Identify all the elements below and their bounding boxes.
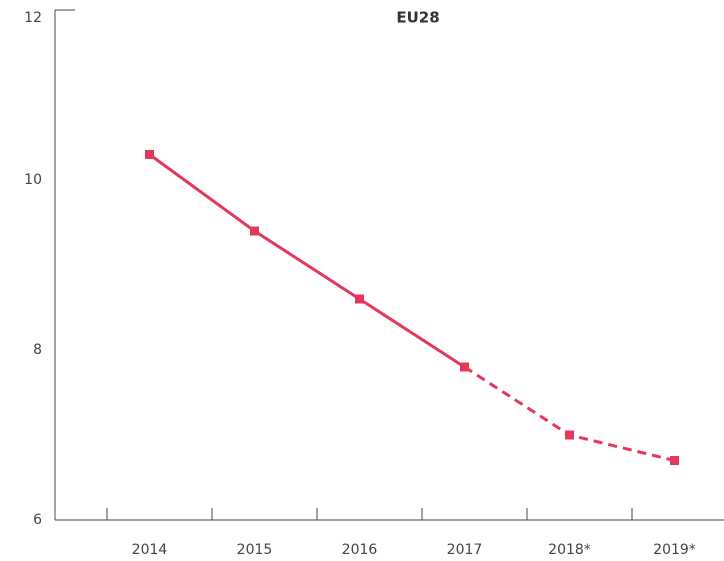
data-point	[145, 150, 154, 159]
y-tick-label: 12	[24, 10, 42, 26]
data-point	[565, 430, 574, 440]
y-tick-label: 6	[33, 512, 42, 528]
chart-title: EU28	[396, 9, 439, 27]
y-tick-label: 10	[24, 172, 42, 188]
y-tick-label: 8	[33, 342, 42, 358]
x-tick-label: 2019*	[653, 542, 696, 558]
data-point	[460, 362, 469, 372]
projection-line	[463, 365, 675, 462]
x-tick-label: 2016	[342, 542, 378, 558]
x-tick-label: 2017	[447, 542, 483, 558]
x-tick-label: 2015	[237, 542, 273, 558]
x-tick-label: 2018*	[548, 542, 591, 558]
data-point	[355, 294, 364, 304]
data-line	[148, 153, 466, 369]
x-tick-label: 2014	[132, 542, 168, 558]
data-point	[250, 226, 259, 236]
data-point	[670, 456, 679, 465]
